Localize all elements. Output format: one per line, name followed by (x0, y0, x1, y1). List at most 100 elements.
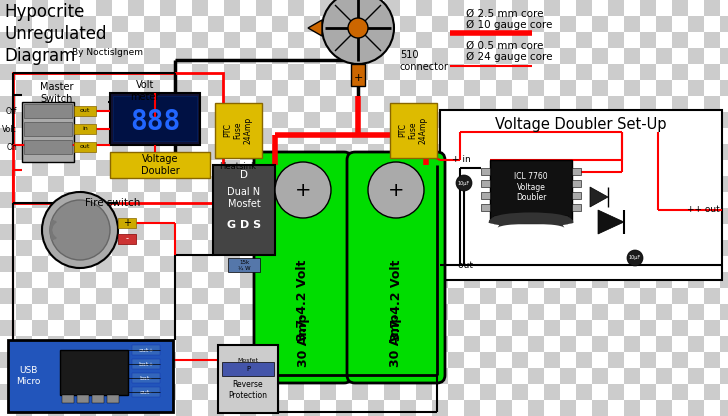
Bar (132, 359, 160, 369)
Bar (656, 48, 672, 64)
Bar (144, 80, 160, 96)
Bar (512, 288, 528, 304)
Bar (304, 160, 320, 176)
Bar (16, 16, 32, 32)
Bar (64, 176, 80, 192)
Bar (464, 16, 480, 32)
Bar (32, 384, 48, 400)
Bar (96, 48, 112, 64)
Circle shape (42, 192, 118, 268)
Bar (640, 336, 656, 352)
Bar (112, 336, 128, 352)
Bar (80, 144, 96, 160)
Bar (240, 224, 256, 240)
Bar (224, 48, 240, 64)
Bar (144, 368, 160, 384)
Bar (288, 16, 304, 32)
Bar (0, 176, 16, 192)
Bar (720, 128, 728, 144)
Bar (288, 240, 304, 256)
Bar (640, 320, 656, 336)
Bar (256, 208, 272, 224)
Bar (272, 256, 288, 272)
Bar (80, 32, 96, 48)
Bar (560, 64, 576, 80)
Text: PTC
Fuse
24Amp: PTC Fuse 24Amp (223, 116, 253, 144)
Bar (464, 384, 480, 400)
Bar (656, 240, 672, 256)
Bar (368, 240, 384, 256)
Bar (132, 373, 160, 383)
Bar (672, 176, 688, 192)
Bar (192, 32, 208, 48)
Bar (16, 352, 32, 368)
Bar (528, 208, 544, 224)
Bar (672, 0, 688, 16)
Bar (608, 208, 624, 224)
Bar (576, 352, 592, 368)
Bar (688, 256, 704, 272)
Bar (176, 16, 192, 32)
Bar (224, 112, 240, 128)
Bar (720, 96, 728, 112)
Bar (256, 64, 272, 80)
Bar (96, 384, 112, 400)
Bar (496, 336, 512, 352)
Bar (8, 340, 173, 412)
Bar (16, 112, 32, 128)
Bar (368, 128, 384, 144)
Bar (192, 160, 208, 176)
Bar (544, 176, 560, 192)
Bar (448, 80, 464, 96)
Bar (592, 160, 608, 176)
Bar (464, 192, 480, 208)
Bar (144, 128, 160, 144)
Bar (544, 16, 560, 32)
Bar (400, 16, 416, 32)
Bar (240, 352, 256, 368)
Bar (288, 368, 304, 384)
Bar (48, 112, 64, 128)
Bar (64, 96, 80, 112)
Bar (128, 256, 144, 272)
Bar (576, 240, 592, 256)
Bar (192, 128, 208, 144)
Bar (384, 96, 400, 112)
Bar (608, 48, 624, 64)
Bar (720, 256, 728, 272)
Bar (640, 368, 656, 384)
Bar (704, 304, 720, 320)
Bar (0, 208, 16, 224)
Bar (592, 368, 608, 384)
Bar (384, 32, 400, 48)
Bar (656, 400, 672, 416)
Bar (688, 336, 704, 352)
Bar (560, 336, 576, 352)
Bar (64, 368, 80, 384)
Bar (320, 224, 336, 240)
Bar (160, 64, 176, 80)
Bar (192, 400, 208, 416)
Bar (720, 192, 728, 208)
Bar (16, 304, 32, 320)
Bar (560, 16, 576, 32)
Bar (656, 80, 672, 96)
Bar (704, 384, 720, 400)
Bar (352, 272, 368, 288)
Bar (400, 224, 416, 240)
Bar (688, 16, 704, 32)
Bar (384, 208, 400, 224)
Bar (464, 176, 480, 192)
Bar (336, 384, 352, 400)
Bar (0, 192, 16, 208)
Bar (176, 64, 192, 80)
Bar (224, 32, 240, 48)
Bar (352, 256, 368, 272)
Bar (512, 144, 528, 160)
Bar (160, 176, 176, 192)
Bar (0, 368, 16, 384)
Bar (592, 64, 608, 80)
Bar (224, 224, 240, 240)
Bar (704, 240, 720, 256)
Bar (624, 368, 640, 384)
